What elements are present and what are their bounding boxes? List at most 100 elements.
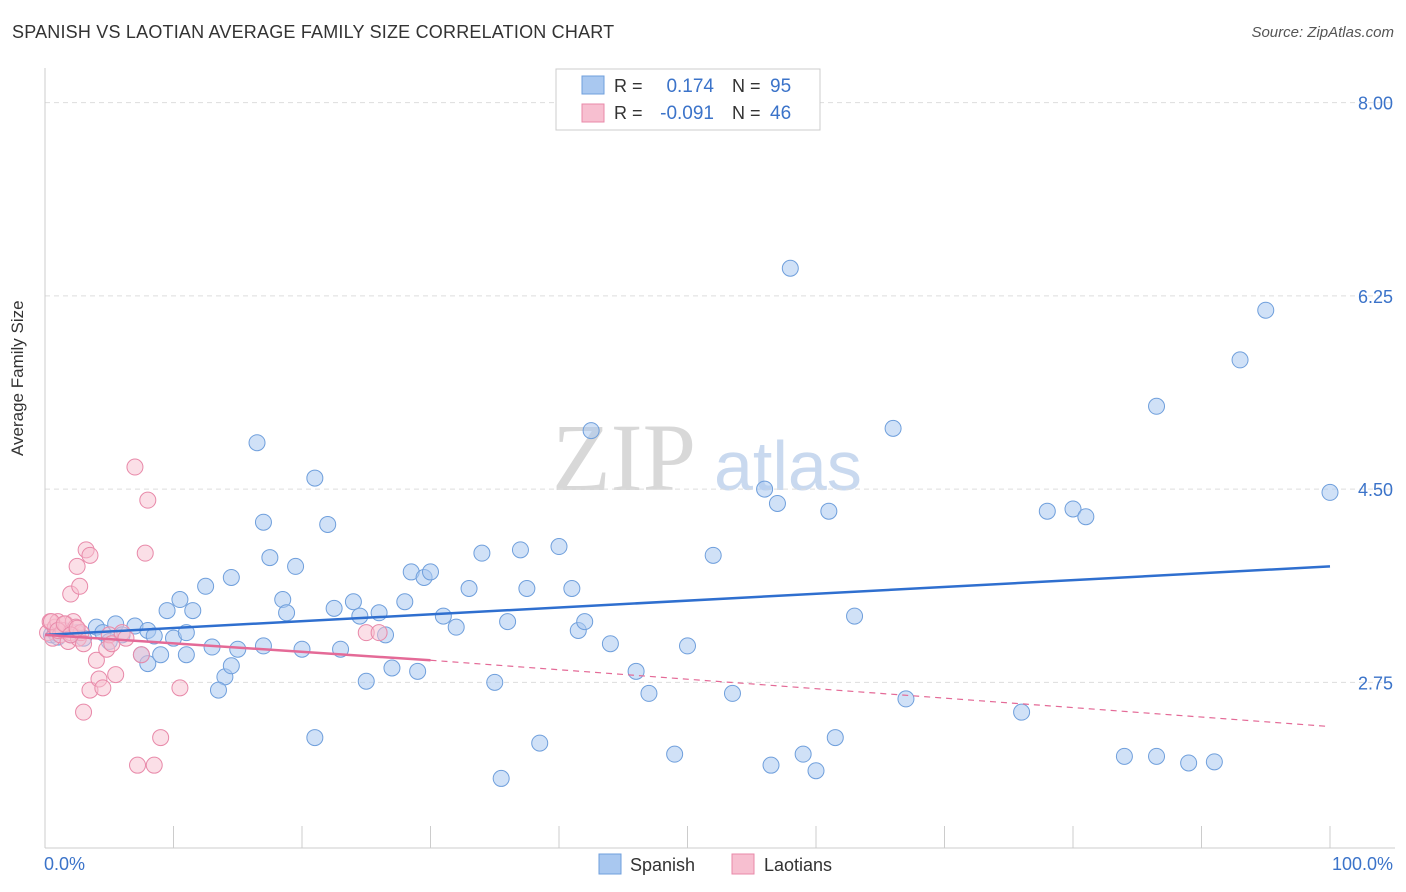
legend-spanish-swatch — [598, 853, 622, 875]
laotians-point — [152, 729, 170, 747]
spanish-n-label: N = — [732, 76, 761, 96]
spanish-point — [1180, 754, 1198, 772]
spanish-point — [229, 640, 247, 658]
spanish-point — [261, 549, 279, 567]
chart-title: SPANISH VS LAOTIAN AVERAGE FAMILY SIZE C… — [12, 22, 615, 42]
x-axis-ticks — [173, 826, 1331, 848]
spanish-swatch — [581, 75, 605, 95]
spanish-point — [1205, 753, 1223, 771]
x-tick-label: 0.0% — [44, 854, 85, 874]
laotians-point — [370, 624, 388, 642]
spanish-point — [319, 515, 337, 533]
spanish-point — [222, 568, 240, 586]
spanish-point — [846, 607, 864, 625]
watermark-zip: ZIP — [552, 404, 696, 511]
laotians-point — [126, 458, 144, 476]
y-tick-labels: 2.75 4.50 6.25 8.00 — [1358, 94, 1393, 694]
spanish-point — [254, 513, 272, 531]
spanish-point — [422, 563, 439, 581]
gridlines — [45, 102, 1395, 683]
legend-spanish-label: Spanish — [630, 855, 695, 875]
spanish-point — [897, 690, 915, 708]
series-legend: Spanish Laotians — [598, 853, 832, 875]
spanish-n-value: 95 — [770, 76, 791, 97]
spanish-point — [576, 613, 594, 631]
laotians-point — [129, 756, 147, 774]
spanish-point — [171, 591, 189, 609]
laotians-point — [94, 679, 112, 697]
spanish-point — [601, 635, 619, 653]
laotians-r-value: -0.091 — [660, 103, 714, 124]
spanish-point — [826, 729, 844, 747]
spanish-point — [351, 607, 369, 625]
laotians-point — [136, 544, 154, 562]
spanish-point — [306, 729, 324, 747]
laotians-point — [68, 557, 86, 575]
laotians-point — [75, 703, 93, 721]
spanish-point — [531, 734, 549, 752]
laotians-point — [75, 635, 93, 653]
laotians-n-label: N = — [732, 103, 761, 123]
spanish-point — [781, 259, 799, 277]
spanish-point — [396, 593, 414, 611]
laotians-point — [171, 679, 189, 697]
spanish-point — [287, 557, 305, 575]
spanish-point — [306, 469, 324, 487]
axes — [44, 68, 1395, 849]
y-tick-label: 4.50 — [1358, 480, 1393, 500]
laotians-point — [107, 666, 125, 684]
spanish-point — [1321, 483, 1339, 501]
spanish-point — [723, 684, 741, 702]
spanish-points — [42, 259, 1339, 787]
laotians-point — [132, 646, 150, 664]
spanish-point — [409, 662, 427, 680]
spanish-point — [511, 541, 529, 559]
spanish-point — [1013, 703, 1031, 721]
laotians-point — [87, 651, 105, 669]
spanish-point — [1231, 351, 1249, 369]
spanish-point — [550, 538, 568, 556]
laotians-points — [39, 458, 388, 774]
spanish-point — [357, 672, 375, 690]
spanish-point — [293, 640, 311, 658]
spanish-r-label: R = — [614, 76, 643, 96]
laotians-n-value: 46 — [770, 103, 791, 124]
spanish-point — [679, 637, 696, 655]
spanish-point — [473, 544, 491, 562]
spanish-point — [794, 745, 812, 763]
laotians-trend-line — [44, 633, 431, 662]
spanish-point — [344, 593, 362, 611]
spanish-point — [177, 646, 195, 664]
laotians-point — [71, 577, 89, 595]
spanish-point — [447, 618, 465, 636]
laotians-r-label: R = — [614, 103, 643, 123]
spanish-point — [383, 659, 401, 677]
spanish-point — [278, 604, 296, 622]
watermark: ZIP atlas — [552, 404, 862, 511]
spanish-point — [1115, 747, 1133, 765]
watermark-atlas: atlas — [714, 427, 862, 505]
spanish-trend-line — [44, 565, 1331, 637]
source-credit: Source: ZipAtlas.com — [1251, 24, 1394, 41]
legend-laotians-swatch — [731, 853, 755, 875]
spanish-point — [820, 502, 838, 520]
laotians-trend-extension — [430, 659, 1331, 728]
spanish-point — [325, 599, 343, 617]
laotians-point — [145, 756, 163, 774]
spanish-r-value: 0.174 — [666, 76, 714, 97]
spanish-point — [884, 419, 902, 437]
spanish-point — [460, 579, 478, 597]
laotians-point — [139, 491, 157, 509]
spanish-point — [518, 579, 536, 597]
spanish-point — [666, 745, 684, 763]
spanish-point — [1257, 301, 1275, 319]
spanish-point — [1077, 508, 1095, 526]
x-tick-labels: 0.0% 100.0% — [44, 854, 1393, 874]
y-tick-label: 6.25 — [1358, 287, 1393, 307]
spanish-point — [1038, 502, 1056, 520]
laotians-point — [117, 629, 135, 647]
spanish-point — [499, 613, 517, 631]
y-tick-label: 2.75 — [1358, 673, 1393, 693]
spanish-point — [158, 602, 176, 620]
